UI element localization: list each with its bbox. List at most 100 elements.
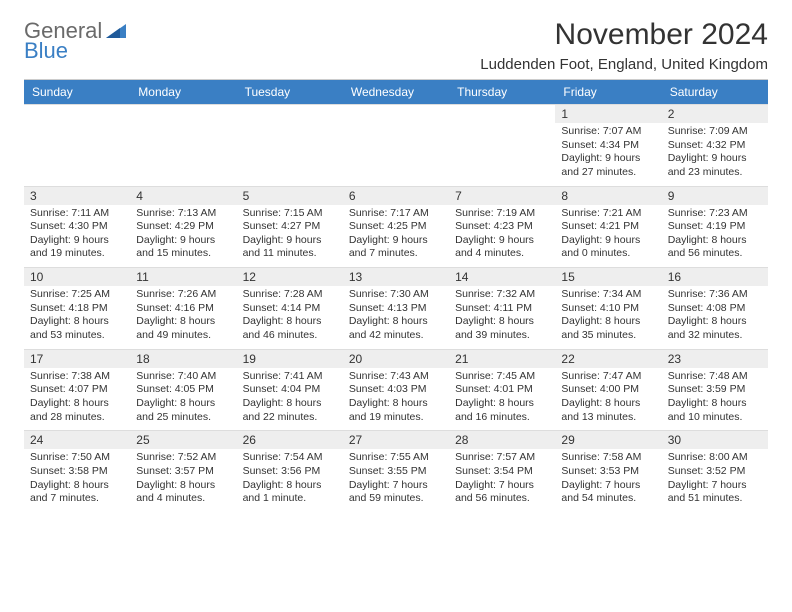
day-header: Sunday [24, 80, 130, 105]
day-cell: 14Sunrise: 7:32 AMSunset: 4:11 PMDayligh… [449, 268, 555, 350]
month-title: November 2024 [480, 18, 768, 52]
daylight-line: Daylight: 8 hours and 56 minutes. [668, 234, 762, 261]
day-info: Sunrise: 7:21 AMSunset: 4:21 PMDaylight:… [555, 205, 661, 268]
day-number: 22 [555, 350, 661, 368]
sunset-line: Sunset: 4:10 PM [561, 302, 655, 316]
day-cell: 28Sunrise: 7:57 AMSunset: 3:54 PMDayligh… [449, 431, 555, 512]
sunset-line: Sunset: 4:23 PM [455, 220, 549, 234]
day-info: Sunrise: 7:26 AMSunset: 4:16 PMDaylight:… [130, 286, 236, 349]
daylight-line: Daylight: 8 hours and 49 minutes. [136, 315, 230, 342]
day-cell: 23Sunrise: 7:48 AMSunset: 3:59 PMDayligh… [662, 349, 768, 431]
day-info: Sunrise: 7:23 AMSunset: 4:19 PMDaylight:… [662, 205, 768, 268]
daylight-line: Daylight: 7 hours and 54 minutes. [561, 479, 655, 506]
day-info: Sunrise: 7:13 AMSunset: 4:29 PMDaylight:… [130, 205, 236, 268]
day-cell: 8Sunrise: 7:21 AMSunset: 4:21 PMDaylight… [555, 186, 661, 268]
day-number: 28 [449, 431, 555, 449]
day-number: 7 [449, 187, 555, 205]
sunset-line: Sunset: 4:32 PM [668, 139, 762, 153]
calendar-body: 1Sunrise: 7:07 AMSunset: 4:34 PMDaylight… [24, 105, 768, 512]
sunset-line: Sunset: 4:30 PM [30, 220, 124, 234]
week-row: 24Sunrise: 7:50 AMSunset: 3:58 PMDayligh… [24, 431, 768, 512]
day-number: 29 [555, 431, 661, 449]
daylight-line: Daylight: 9 hours and 7 minutes. [349, 234, 443, 261]
sunrise-line: Sunrise: 7:48 AM [668, 370, 762, 384]
day-cell: 13Sunrise: 7:30 AMSunset: 4:13 PMDayligh… [343, 268, 449, 350]
sunrise-line: Sunrise: 7:21 AM [561, 207, 655, 221]
day-cell: 10Sunrise: 7:25 AMSunset: 4:18 PMDayligh… [24, 268, 130, 350]
day-cell: 2Sunrise: 7:09 AMSunset: 4:32 PMDaylight… [662, 105, 768, 187]
sunset-line: Sunset: 4:03 PM [349, 383, 443, 397]
sunrise-line: Sunrise: 7:19 AM [455, 207, 549, 221]
sunset-line: Sunset: 4:01 PM [455, 383, 549, 397]
sunrise-line: Sunrise: 7:26 AM [136, 288, 230, 302]
day-number: 5 [237, 187, 343, 205]
logo-triangle-icon [106, 25, 126, 42]
day-number: 6 [343, 187, 449, 205]
day-cell: 26Sunrise: 7:54 AMSunset: 3:56 PMDayligh… [237, 431, 343, 512]
day-cell: 5Sunrise: 7:15 AMSunset: 4:27 PMDaylight… [237, 186, 343, 268]
daylight-line: Daylight: 9 hours and 27 minutes. [561, 152, 655, 179]
day-info: Sunrise: 7:40 AMSunset: 4:05 PMDaylight:… [130, 368, 236, 431]
day-cell [449, 105, 555, 187]
day-info: Sunrise: 7:47 AMSunset: 4:00 PMDaylight:… [555, 368, 661, 431]
sunset-line: Sunset: 4:11 PM [455, 302, 549, 316]
daylight-line: Daylight: 8 hours and 7 minutes. [30, 479, 124, 506]
sunrise-line: Sunrise: 7:40 AM [136, 370, 230, 384]
day-info: Sunrise: 7:48 AMSunset: 3:59 PMDaylight:… [662, 368, 768, 431]
day-info: Sunrise: 7:55 AMSunset: 3:55 PMDaylight:… [343, 449, 449, 512]
day-info: Sunrise: 7:28 AMSunset: 4:14 PMDaylight:… [237, 286, 343, 349]
day-number: 17 [24, 350, 130, 368]
day-number: 11 [130, 268, 236, 286]
daylight-line: Daylight: 7 hours and 59 minutes. [349, 479, 443, 506]
sunset-line: Sunset: 4:34 PM [561, 139, 655, 153]
day-cell: 19Sunrise: 7:41 AMSunset: 4:04 PMDayligh… [237, 349, 343, 431]
sunrise-line: Sunrise: 7:28 AM [243, 288, 337, 302]
day-number: 25 [130, 431, 236, 449]
day-number: 14 [449, 268, 555, 286]
sunset-line: Sunset: 3:55 PM [349, 465, 443, 479]
day-number: 10 [24, 268, 130, 286]
day-header: Wednesday [343, 80, 449, 105]
day-info: Sunrise: 7:57 AMSunset: 3:54 PMDaylight:… [449, 449, 555, 512]
sunset-line: Sunset: 3:53 PM [561, 465, 655, 479]
sunset-line: Sunset: 4:21 PM [561, 220, 655, 234]
day-cell: 7Sunrise: 7:19 AMSunset: 4:23 PMDaylight… [449, 186, 555, 268]
daylight-line: Daylight: 9 hours and 19 minutes. [30, 234, 124, 261]
day-cell [130, 105, 236, 187]
sunset-line: Sunset: 3:56 PM [243, 465, 337, 479]
sunset-line: Sunset: 4:04 PM [243, 383, 337, 397]
header: General Blue November 2024 Luddenden Foo… [24, 18, 768, 73]
day-info: Sunrise: 7:38 AMSunset: 4:07 PMDaylight:… [24, 368, 130, 431]
sunset-line: Sunset: 3:54 PM [455, 465, 549, 479]
day-info: Sunrise: 7:11 AMSunset: 4:30 PMDaylight:… [24, 205, 130, 268]
day-info: Sunrise: 7:36 AMSunset: 4:08 PMDaylight:… [662, 286, 768, 349]
daylight-line: Daylight: 8 hours and 1 minute. [243, 479, 337, 506]
sunset-line: Sunset: 4:14 PM [243, 302, 337, 316]
day-info: Sunrise: 7:41 AMSunset: 4:04 PMDaylight:… [237, 368, 343, 431]
day-number: 15 [555, 268, 661, 286]
sunset-line: Sunset: 3:57 PM [136, 465, 230, 479]
day-cell [24, 105, 130, 187]
day-info: Sunrise: 7:45 AMSunset: 4:01 PMDaylight:… [449, 368, 555, 431]
daylight-line: Daylight: 9 hours and 0 minutes. [561, 234, 655, 261]
day-info: Sunrise: 7:58 AMSunset: 3:53 PMDaylight:… [555, 449, 661, 512]
day-number: 19 [237, 350, 343, 368]
sunrise-line: Sunrise: 7:41 AM [243, 370, 337, 384]
day-number: 23 [662, 350, 768, 368]
day-info: Sunrise: 7:52 AMSunset: 3:57 PMDaylight:… [130, 449, 236, 512]
week-row: 10Sunrise: 7:25 AMSunset: 4:18 PMDayligh… [24, 268, 768, 350]
sunrise-line: Sunrise: 7:43 AM [349, 370, 443, 384]
sunrise-line: Sunrise: 7:58 AM [561, 451, 655, 465]
day-header: Friday [555, 80, 661, 105]
day-cell: 17Sunrise: 7:38 AMSunset: 4:07 PMDayligh… [24, 349, 130, 431]
day-cell: 20Sunrise: 7:43 AMSunset: 4:03 PMDayligh… [343, 349, 449, 431]
title-block: November 2024 Luddenden Foot, England, U… [480, 18, 768, 73]
sunrise-line: Sunrise: 7:45 AM [455, 370, 549, 384]
sunset-line: Sunset: 4:08 PM [668, 302, 762, 316]
sunset-line: Sunset: 4:25 PM [349, 220, 443, 234]
day-number: 4 [130, 187, 236, 205]
sunrise-line: Sunrise: 7:11 AM [30, 207, 124, 221]
sunrise-line: Sunrise: 7:30 AM [349, 288, 443, 302]
day-info: Sunrise: 7:09 AMSunset: 4:32 PMDaylight:… [662, 123, 768, 186]
calendar-table: Sunday Monday Tuesday Wednesday Thursday… [24, 80, 768, 512]
